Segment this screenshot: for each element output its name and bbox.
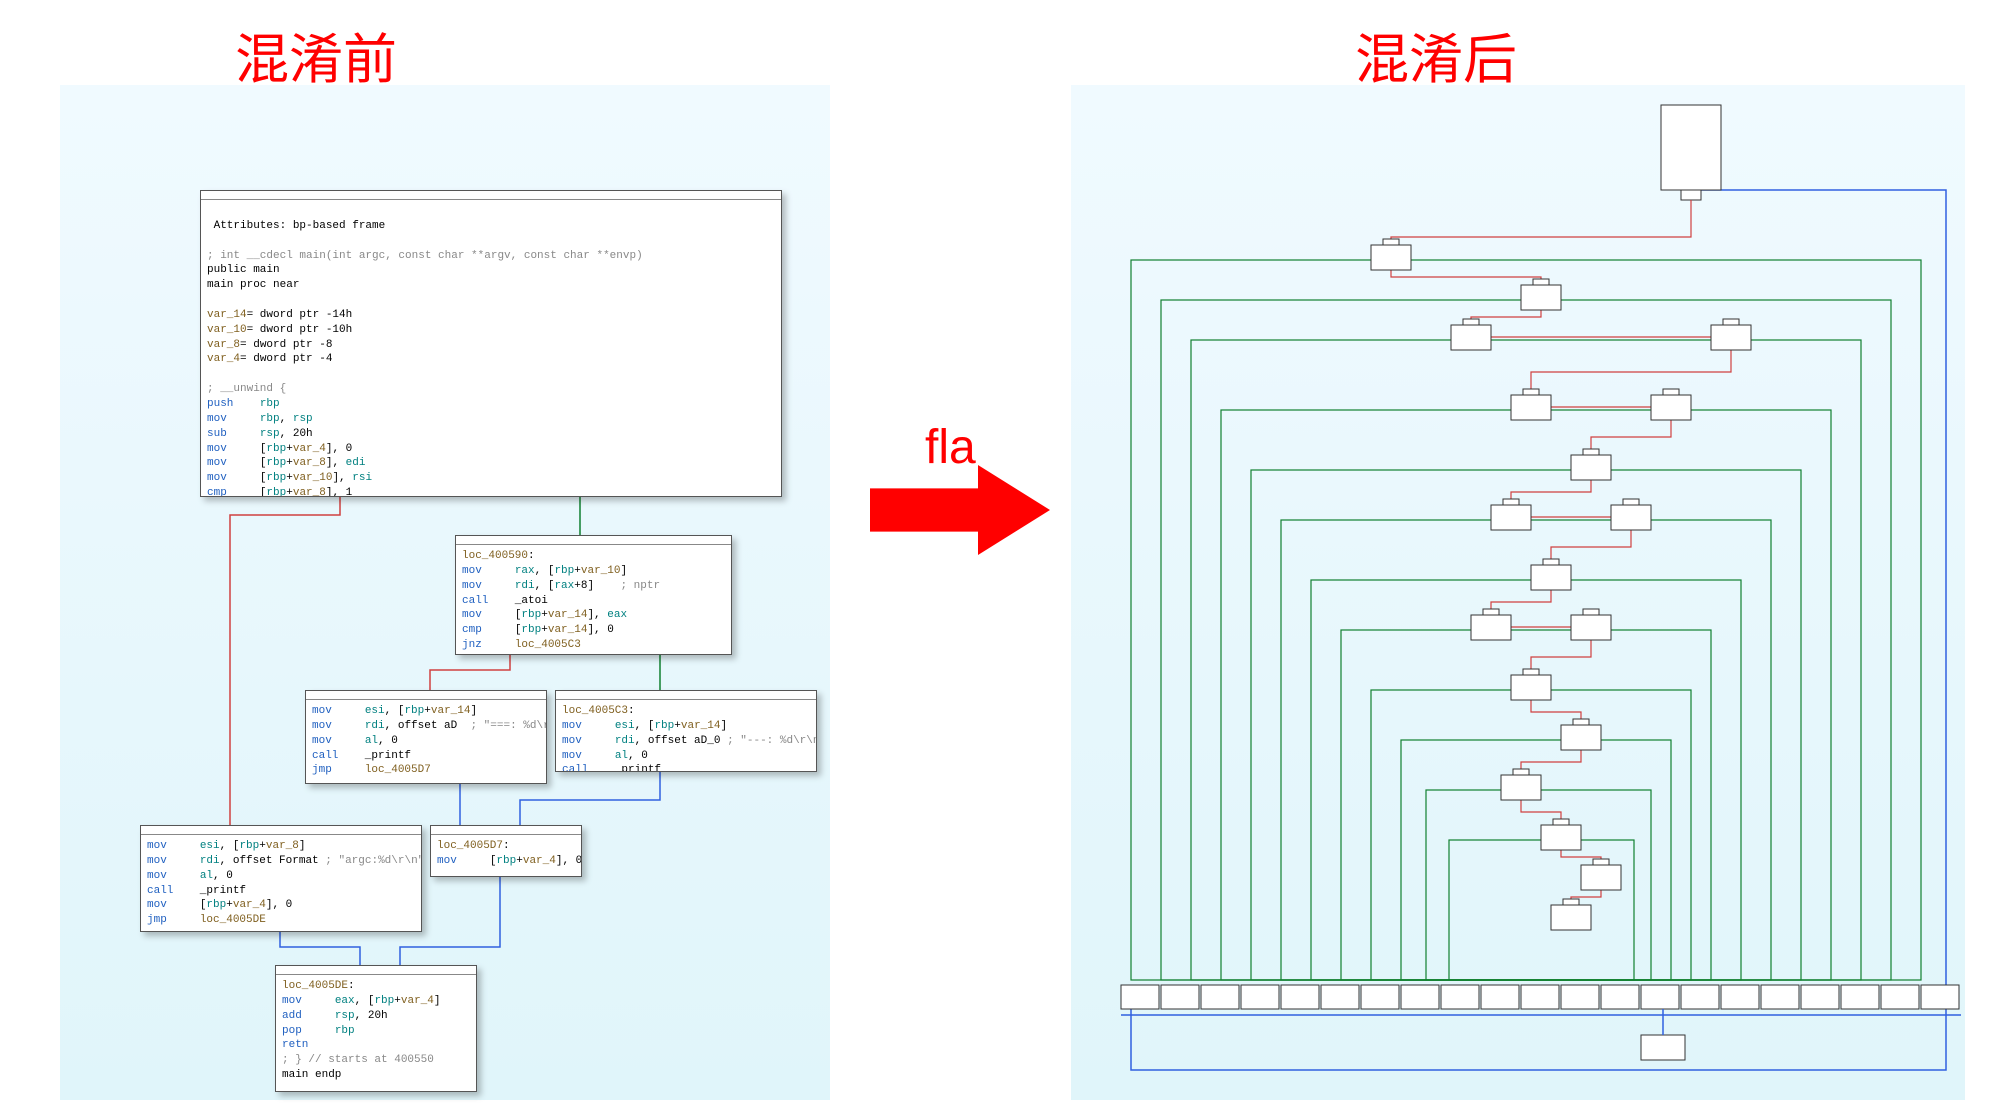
title-after: 混淆后 xyxy=(1355,15,1517,94)
title-before: 混淆前 xyxy=(235,15,397,94)
code-block-b3: loc_4005C3: mov esi, [rbp+var_14] mov rd… xyxy=(555,690,817,772)
code-block-b6: loc_4005DE: mov eax, [rbp+var_4] add rsp… xyxy=(275,965,477,1092)
code-block-b0: Attributes: bp-based frame ; int __cdecl… xyxy=(200,190,782,497)
after-graph xyxy=(1071,85,1965,1100)
code-block-b4: mov esi, [rbp+var_8] mov rdi, offset For… xyxy=(140,825,422,932)
code-block-b5: loc_4005D7: mov [rbp+var_4], 0 xyxy=(430,825,582,877)
code-block-b2: mov esi, [rbp+var_14] mov rdi, offset aD… xyxy=(305,690,547,784)
fla-arrow-icon xyxy=(870,465,1050,555)
before-boxes-container: Attributes: bp-based frame ; int __cdecl… xyxy=(60,85,830,1100)
code-block-b1: loc_400590: mov rax, [rbp+var_10] mov rd… xyxy=(455,535,732,655)
